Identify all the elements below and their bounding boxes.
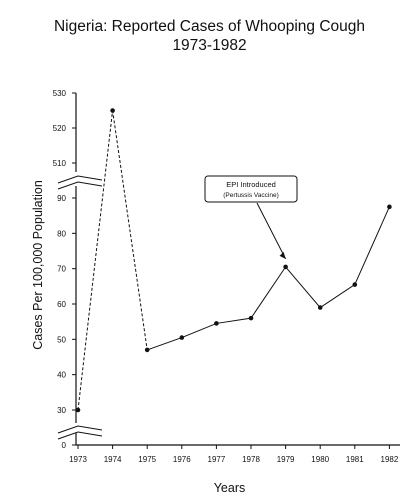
data-point: [352, 282, 358, 287]
data-point: [144, 347, 150, 353]
y-tick-label: 80: [57, 229, 66, 238]
x-tick-label: 1976: [173, 455, 191, 464]
x-tick-label: 1982: [381, 455, 399, 464]
annotation-arrowhead: [279, 251, 286, 259]
x-tick-label: 1974: [104, 455, 122, 464]
chart-subtitle: 1973-1982: [172, 37, 247, 54]
chart-title: Nigeria: Reported Cases of Whooping Coug…: [53, 18, 366, 35]
data-point: [283, 264, 288, 270]
y-tick-label: 530: [53, 89, 67, 98]
y-tick-label: 60: [57, 300, 66, 309]
y-tick-label: 40: [57, 371, 66, 380]
data-point: [75, 407, 81, 413]
annotation-arrow: [256, 202, 287, 260]
y-tick-label: 30: [57, 406, 66, 415]
x-tick-label: 1981: [346, 455, 364, 464]
x-tick-label: 1973: [69, 455, 87, 464]
y-tick-label: 510: [53, 159, 67, 168]
x-tick-label: 1977: [208, 455, 226, 464]
x-axis-label: Years: [213, 481, 246, 495]
annotation-text-line1: EPI Introduced: [226, 180, 276, 189]
series-segment-break: [112, 110, 148, 351]
data-point: [317, 305, 323, 310]
y-axis-break-lower: [57, 425, 103, 440]
series-line: [147, 206, 390, 351]
data-point: [110, 108, 115, 113]
y-tick-label: 520: [53, 124, 67, 133]
data-point: [179, 335, 185, 340]
x-tick-label: 1980: [311, 455, 329, 464]
x-tick-label: 1978: [242, 455, 260, 464]
annotation-box: [204, 175, 298, 203]
y-tick-label: 50: [57, 335, 66, 344]
x-tick-label: 1975: [138, 455, 156, 464]
series-segment-break: [77, 110, 114, 411]
data-point: [214, 321, 219, 326]
y-tick-label: 0: [62, 441, 67, 450]
data-point: [248, 315, 254, 321]
y-tick-label: 70: [57, 265, 66, 274]
annotation-text-line2: (Pertussis Vaccine): [223, 192, 279, 199]
x-tick-label: 1979: [277, 455, 295, 464]
y-tick-label: 90: [57, 194, 66, 203]
y-axis-break-upper: [57, 175, 103, 190]
data-point: [387, 204, 392, 210]
